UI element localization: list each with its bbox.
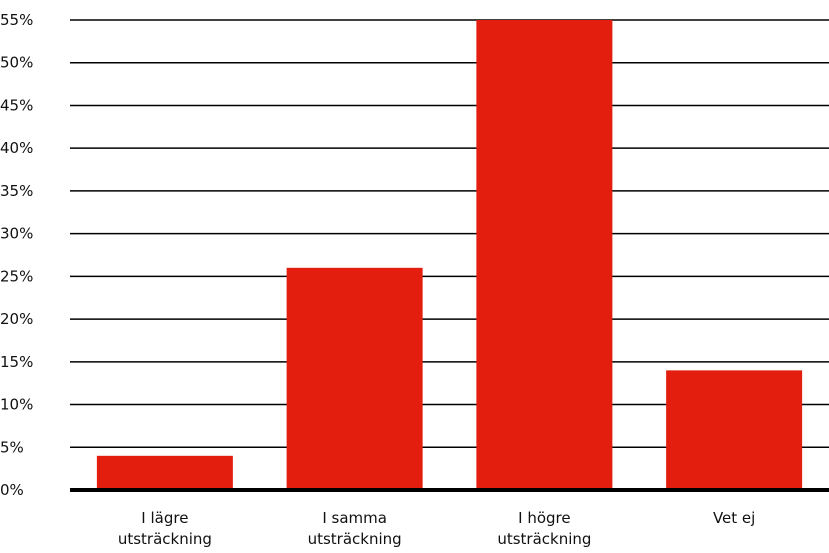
y-tick-label: 45% <box>0 96 33 114</box>
x-axis-category-labels: I lägre utsträckning I samma utsträckning I … <box>118 509 755 548</box>
y-axis-tick-labels: 0% 5% 10% 15% 20% 25% 30% 35% 40% 45% 50% 55% <box>0 11 33 499</box>
y-tick-label: 5% <box>0 438 24 456</box>
bar <box>286 267 423 490</box>
x-category-label: utsträckning <box>308 530 402 548</box>
bar <box>476 20 613 490</box>
gridlines <box>70 19 829 449</box>
y-tick-label: 20% <box>0 310 33 328</box>
y-tick-label: 15% <box>0 353 33 371</box>
bars <box>96 20 803 490</box>
y-tick-label: 55% <box>0 11 33 29</box>
x-category-label: I samma <box>322 509 387 527</box>
y-tick-label: 50% <box>0 54 33 72</box>
bar <box>96 455 233 490</box>
bar <box>666 370 803 490</box>
x-category-label: Vet ej <box>713 509 755 527</box>
y-tick-label: 0% <box>0 481 24 499</box>
y-tick-label: 25% <box>0 267 33 285</box>
x-category-label: I lägre <box>141 509 188 527</box>
x-category-label: utsträckning <box>497 530 591 548</box>
y-tick-label: 10% <box>0 396 33 414</box>
y-tick-label: 30% <box>0 225 33 243</box>
y-tick-label: 35% <box>0 182 33 200</box>
y-tick-label: 40% <box>0 139 33 157</box>
x-category-label: I högre <box>518 509 570 527</box>
x-category-label: utsträckning <box>118 530 212 548</box>
